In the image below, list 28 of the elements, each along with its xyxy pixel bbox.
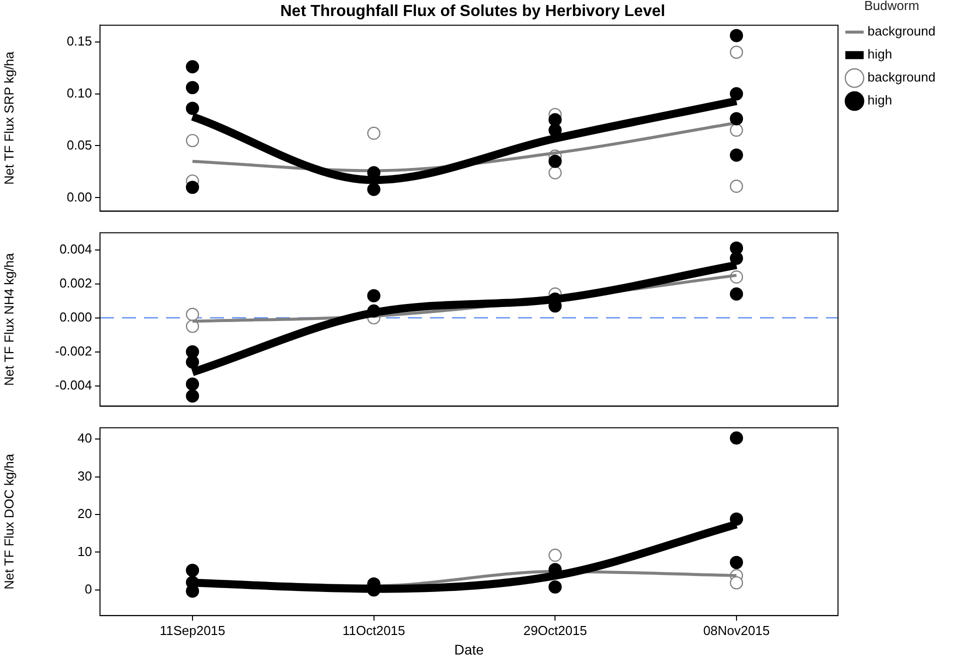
x-tick-label: 11Sep2015	[160, 622, 226, 638]
y-tick-label: -0.002	[55, 343, 92, 358]
y-tick-label: -0.004	[55, 377, 92, 392]
chart-title: Net Throughfall Flux of Solutes by Herbivory Level	[280, 3, 666, 20]
y-tick-label: 20	[78, 506, 92, 522]
y-tick-label: 0.15	[66, 33, 92, 48]
y-tick-label: 0.002	[59, 275, 92, 290]
y-tick-label: 0.000	[59, 309, 92, 324]
y-axis-title: Net TF Flux NH4 kg/ha	[1, 252, 16, 386]
legend-label: background	[868, 70, 936, 85]
x-tick-label: 11Oct2015	[342, 622, 406, 638]
x-axis-title: Date	[454, 641, 484, 658]
y-tick-label: 30	[78, 468, 92, 484]
y-tick-label: 10	[78, 544, 92, 559]
y-tick-label: 0.004	[59, 241, 92, 256]
y-tick-label: 0.05	[66, 137, 92, 152]
legend-label: high	[868, 92, 892, 108]
legend-label: high	[868, 46, 892, 62]
legend-label: background	[868, 24, 936, 39]
y-tick-label: 40	[78, 430, 92, 446]
y-axis-title: Net TF Flux DOC kg/ha	[1, 453, 16, 590]
y-tick-label: 0	[84, 582, 92, 597]
x-tick-label: 08Nov2015	[703, 622, 770, 638]
y-tick-label: 0.00	[66, 189, 92, 204]
y-tick-label: 0.10	[66, 85, 92, 100]
legend-title: Budworm	[864, 0, 920, 14]
y-axis-title: Net TF Flux SRP kg/ha	[1, 50, 16, 185]
x-tick-label: 29Oct2015	[523, 622, 587, 638]
